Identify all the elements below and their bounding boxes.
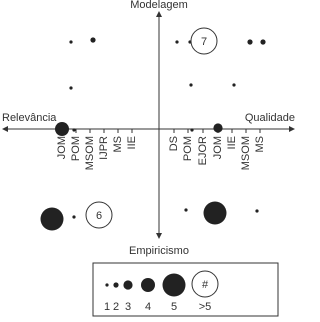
bubble xyxy=(175,40,179,44)
legend-label: 4 xyxy=(145,301,151,313)
legend-bubble-overflow xyxy=(191,270,219,298)
bubble xyxy=(69,40,73,44)
legend-label: 5 xyxy=(171,301,177,313)
bubble xyxy=(232,83,236,87)
axis-label-bottom: Empiricismo xyxy=(129,245,189,257)
bubble xyxy=(184,208,188,212)
bubble xyxy=(55,122,69,136)
category-label: JOM xyxy=(56,136,68,159)
legend-bubble xyxy=(141,278,155,292)
axis-label-top: Modelagem xyxy=(130,0,187,11)
category-label: POM xyxy=(182,136,194,161)
chart: Modelagem Empiricismo Relevância Qualida… xyxy=(2,0,295,317)
legend-label: 2 xyxy=(113,301,119,313)
category-label: POM xyxy=(70,136,82,161)
category-label: MS xyxy=(254,136,266,153)
bubble xyxy=(260,39,266,45)
bubble xyxy=(72,215,76,219)
category-label: EJOR xyxy=(197,136,209,165)
legend-box xyxy=(92,262,279,317)
legend-bubble xyxy=(113,282,119,288)
bubble-label: 7 xyxy=(201,36,207,48)
legend-bubble xyxy=(105,283,109,287)
category-label: MSOM xyxy=(240,136,252,170)
bubble-label: 6 xyxy=(96,210,102,222)
legend-symbol: # xyxy=(202,279,209,291)
bubble xyxy=(90,37,96,43)
bubble xyxy=(213,123,223,133)
bubble xyxy=(255,209,259,213)
category-label: IIE xyxy=(226,136,238,149)
legend-bubble xyxy=(162,273,186,297)
category-label: MS xyxy=(112,136,124,153)
bubble xyxy=(203,201,227,225)
legend-label: >5 xyxy=(199,301,212,313)
legend-label: 1 xyxy=(104,301,110,313)
bubble xyxy=(190,27,218,55)
legend-bubble xyxy=(123,280,133,290)
category-label: JOM xyxy=(212,136,224,159)
legend-label: 3 xyxy=(125,301,131,313)
bubble xyxy=(85,201,113,229)
category-label: IIE xyxy=(126,136,138,149)
bubble xyxy=(69,86,73,90)
bubble xyxy=(72,128,76,132)
bubble xyxy=(190,128,194,132)
category-label: MSOM xyxy=(84,136,96,170)
category-label: DS xyxy=(168,136,180,151)
bubble xyxy=(189,83,193,87)
bubble xyxy=(247,39,253,45)
axis-label-left: Relevância xyxy=(2,112,57,124)
axis-label-right: Qualidade xyxy=(245,112,295,124)
bubble xyxy=(40,207,64,231)
category-label: IJPR xyxy=(98,136,110,160)
